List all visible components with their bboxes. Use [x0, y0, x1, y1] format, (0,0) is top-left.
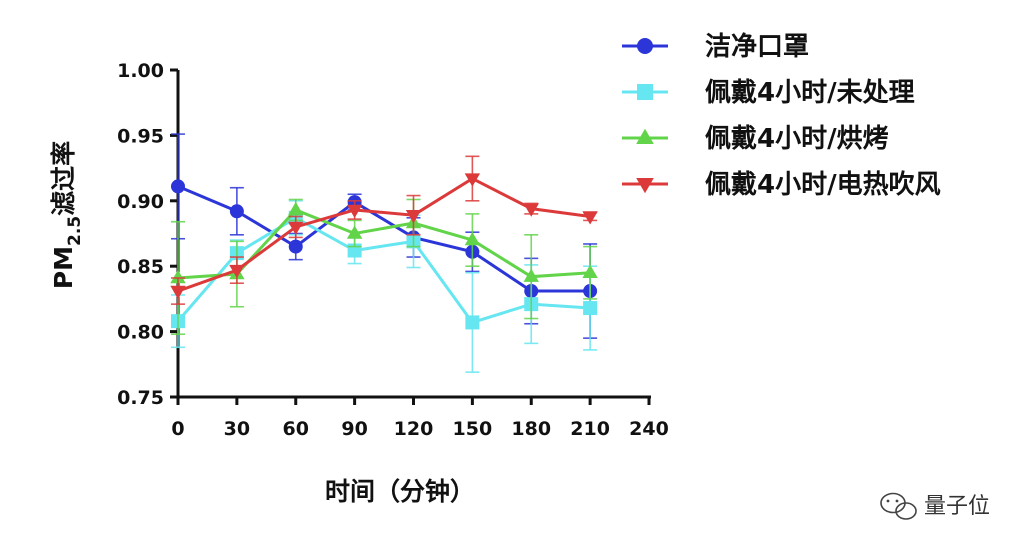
y-tick-label: 0.85: [117, 256, 164, 278]
x-tick-label: 150: [453, 418, 493, 440]
y-axis-title-subscript: 2.5: [65, 216, 85, 246]
wechat-icon: [880, 492, 917, 520]
x-tick-label: 180: [511, 418, 551, 440]
data-point: [523, 203, 539, 217]
legend-item: 佩戴4小时/烘烤: [622, 123, 889, 154]
plot-area: [170, 133, 598, 373]
x-axis-title: 时间（分钟）: [325, 477, 475, 506]
x-tick-label: 60: [283, 418, 309, 440]
series-2: [170, 198, 598, 336]
data-point: [583, 301, 598, 316]
y-axis-title-suffix: 滤过率: [49, 141, 78, 216]
series-line: [177, 176, 591, 293]
legend-item: 佩戴4小时/电热吹风: [622, 169, 941, 200]
data-point: [346, 225, 363, 239]
legend-swatch-marker: [637, 84, 653, 100]
x-ticks: 0 30 60 90 120 150 180 210 240: [171, 397, 669, 440]
x-tick-label: 120: [394, 418, 434, 440]
data-point: [523, 268, 539, 282]
data-point: [170, 285, 186, 300]
y-tick-label: 0.75: [117, 387, 164, 409]
series-3: [170, 155, 598, 305]
legend-label: 佩戴4小时/电热吹风: [705, 169, 941, 200]
data-point: [346, 204, 363, 219]
legend-swatch-marker: [636, 128, 654, 144]
watermark: 量子位: [880, 492, 990, 520]
y-ticks: 0.75 0.80 0.85 0.90 0.95 1.00: [117, 60, 178, 409]
data-point: [288, 201, 304, 216]
legend-label: 佩戴4小时/未处理: [705, 77, 915, 108]
x-tick-label: 210: [570, 418, 610, 440]
legend-item: 洁净口罩: [622, 32, 809, 62]
y-tick-label: 0.90: [117, 191, 164, 213]
legend-label: 洁净口罩: [705, 32, 809, 62]
legend-item: 佩戴4小时/未处理: [622, 77, 915, 108]
legend-swatch-marker: [637, 38, 653, 54]
series-line: [177, 185, 591, 293]
y-tick-label: 0.80: [117, 322, 164, 344]
data-point: [171, 179, 185, 194]
data-point: [582, 264, 598, 278]
y-axis-title: PM2.5滤过率: [49, 141, 85, 289]
y-tick-label: 0.95: [117, 125, 164, 147]
x-tick-label: 90: [341, 418, 367, 440]
data-point: [288, 221, 304, 236]
data-point: [582, 211, 598, 225]
y-axis-title-prefix: PM: [49, 246, 78, 289]
data-point: [464, 173, 481, 187]
watermark-text: 量子位: [924, 494, 990, 519]
y-tick-label: 1.00: [117, 60, 164, 82]
x-tick-label: 240: [629, 418, 669, 440]
x-tick-label: 0: [171, 418, 184, 440]
data-point: [229, 204, 244, 219]
data-point: [464, 231, 481, 246]
legend-swatch-marker: [636, 178, 654, 194]
data-point: [465, 315, 480, 330]
legend-label: 佩戴4小时/烘烤: [705, 123, 889, 154]
data-point: [229, 264, 245, 279]
data-point: [288, 239, 303, 254]
data-point: [170, 269, 186, 284]
x-tick-label: 30: [224, 418, 250, 440]
series-line: [176, 216, 591, 325]
data-point: [405, 209, 422, 224]
